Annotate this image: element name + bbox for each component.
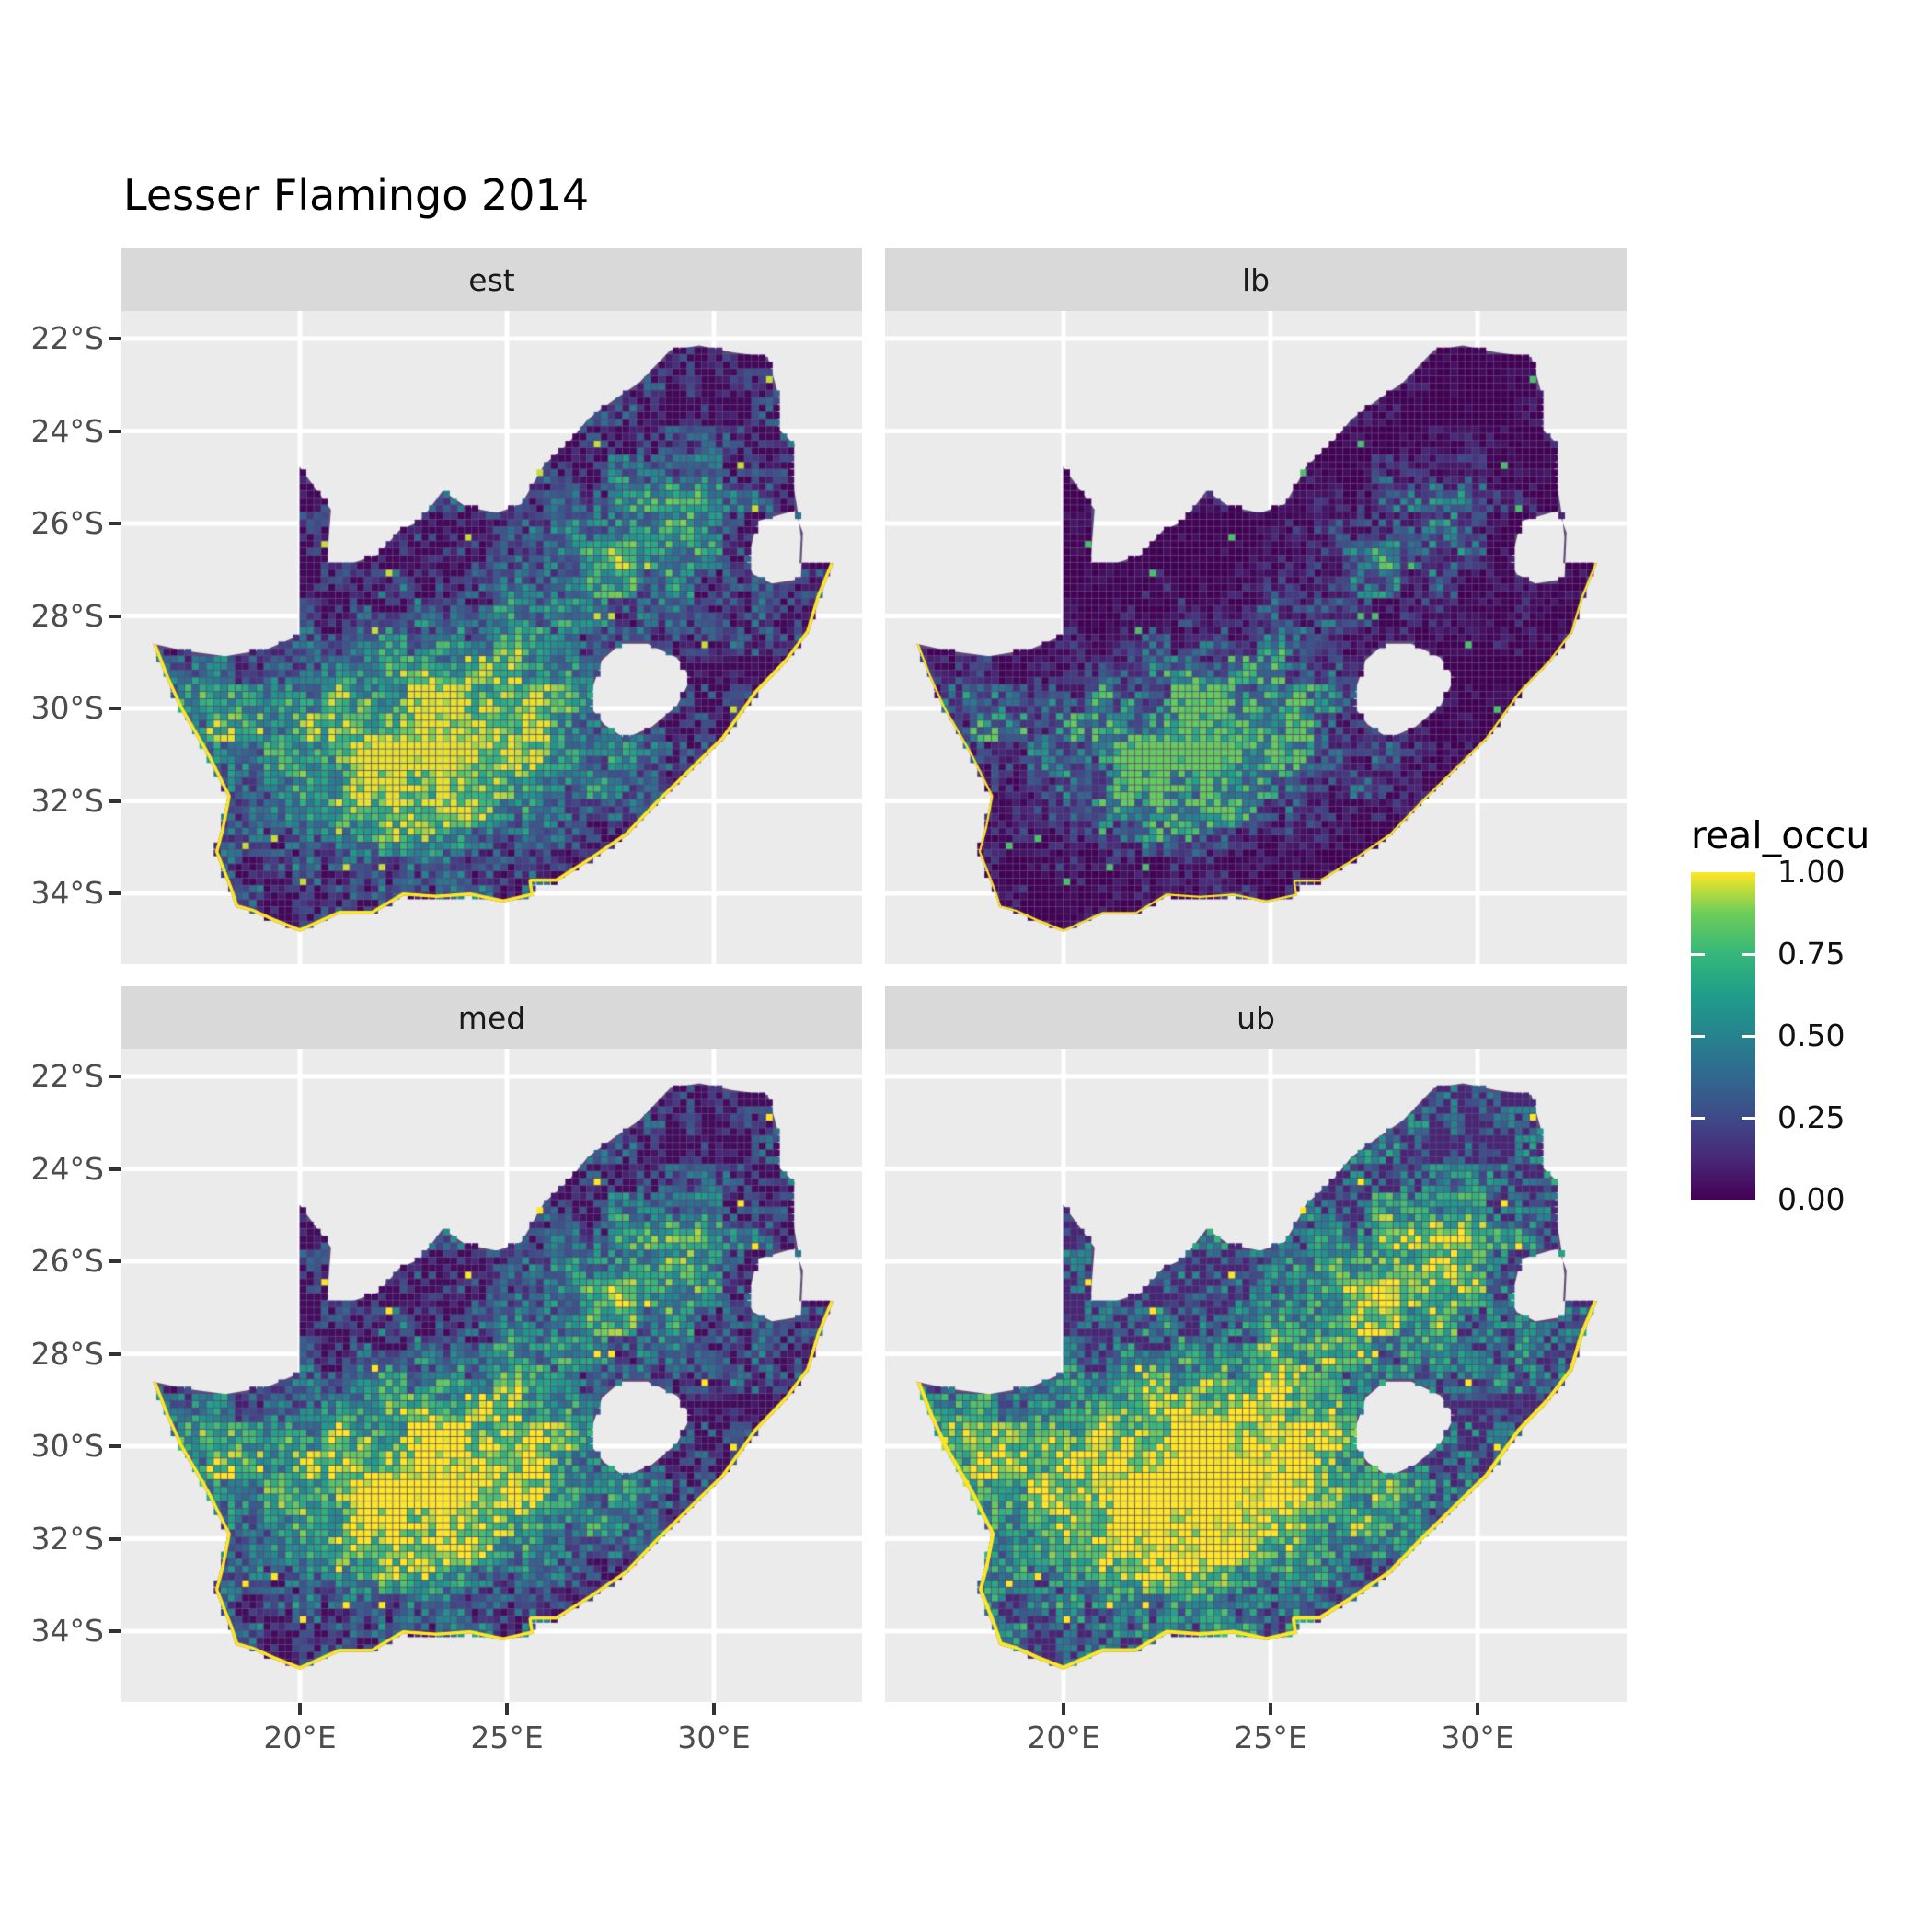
facet-strip-label-est: est: [468, 261, 515, 298]
legend-tick-label: 0.25: [1777, 1099, 1846, 1135]
legend-tick-mark: [1742, 1034, 1755, 1038]
x-tick-label: 20°E: [1027, 1719, 1100, 1755]
facet-strip-med: med: [121, 986, 862, 1049]
legend-tick-label: 0.50: [1777, 1018, 1846, 1053]
legend-tick-label: 0.00: [1777, 1181, 1846, 1217]
y-tick-mark: [109, 1259, 121, 1263]
x-tick-label: 30°E: [1441, 1719, 1514, 1755]
facet-strip-lb: lb: [885, 248, 1627, 311]
y-tick-mark: [109, 707, 121, 710]
y-tick-mark: [109, 1075, 121, 1078]
map-canvas-lb: [885, 311, 1627, 964]
legend-tick-mark: [1691, 952, 1705, 956]
x-tick-mark: [712, 1703, 716, 1715]
y-tick-label: 24°S: [30, 412, 104, 449]
facet-strip-label-ub: ub: [1236, 999, 1275, 1036]
y-tick-label: 26°S: [30, 505, 104, 541]
legend-tick-mark: [1742, 1116, 1755, 1120]
y-tick-mark: [109, 614, 121, 618]
map-canvas-ub: [885, 1049, 1627, 1702]
y-tick-label: 22°S: [30, 1058, 104, 1094]
x-tick-label: 30°E: [677, 1719, 751, 1755]
legend-tick-mark: [1691, 1034, 1705, 1038]
y-tick-label: 30°S: [30, 690, 104, 726]
y-tick-mark: [109, 1536, 121, 1541]
y-tick-label: 30°S: [30, 1428, 104, 1464]
facet-strip-label-med: med: [457, 999, 526, 1036]
map-panel-ub: [885, 1049, 1627, 1702]
y-tick-mark: [109, 1444, 121, 1448]
x-tick-mark: [1476, 1703, 1479, 1715]
map-canvas-med: [121, 1049, 862, 1702]
legend-tick-mark: [1691, 1116, 1705, 1120]
x-tick-mark: [298, 1703, 302, 1715]
y-tick-label: 28°S: [30, 597, 104, 634]
y-tick-label: 24°S: [30, 1150, 104, 1187]
y-tick-label: 26°S: [30, 1243, 104, 1279]
map-canvas-est: [121, 311, 862, 964]
legend-tick-mark: [1742, 952, 1755, 956]
x-tick-label: 20°E: [263, 1719, 337, 1755]
map-panel-est: [121, 311, 862, 964]
x-tick-mark: [505, 1703, 509, 1715]
x-tick-label: 25°E: [1234, 1719, 1307, 1755]
legend-tick-label: 1.00: [1777, 854, 1846, 890]
y-tick-mark: [109, 1167, 121, 1171]
x-tick-mark: [1269, 1703, 1272, 1715]
x-tick-label: 25°E: [470, 1719, 544, 1755]
legend-title: real_occu: [1691, 813, 1870, 857]
x-tick-mark: [1062, 1703, 1065, 1715]
y-tick-mark: [109, 1351, 121, 1356]
y-tick-mark: [109, 337, 121, 340]
plot-title: Lesser Flamingo 2014: [123, 170, 590, 220]
y-tick-mark: [109, 891, 121, 895]
y-tick-label: 22°S: [30, 320, 104, 356]
y-tick-mark: [109, 799, 121, 803]
legend-tick-label: 0.75: [1777, 936, 1846, 972]
map-panel-med: [121, 1049, 862, 1702]
y-tick-mark: [109, 522, 121, 525]
y-tick-mark: [109, 429, 121, 433]
y-tick-label: 34°S: [30, 1613, 104, 1649]
facet-strip-label-lb: lb: [1241, 261, 1271, 298]
y-tick-label: 32°S: [30, 782, 104, 819]
y-tick-label: 28°S: [30, 1335, 104, 1372]
map-panel-lb: [885, 311, 1627, 964]
facet-strip-ub: ub: [885, 986, 1627, 1049]
y-tick-mark: [109, 1629, 121, 1633]
y-tick-label: 34°S: [30, 875, 104, 911]
y-tick-label: 32°S: [30, 1520, 104, 1557]
facet-strip-est: est: [121, 248, 862, 311]
